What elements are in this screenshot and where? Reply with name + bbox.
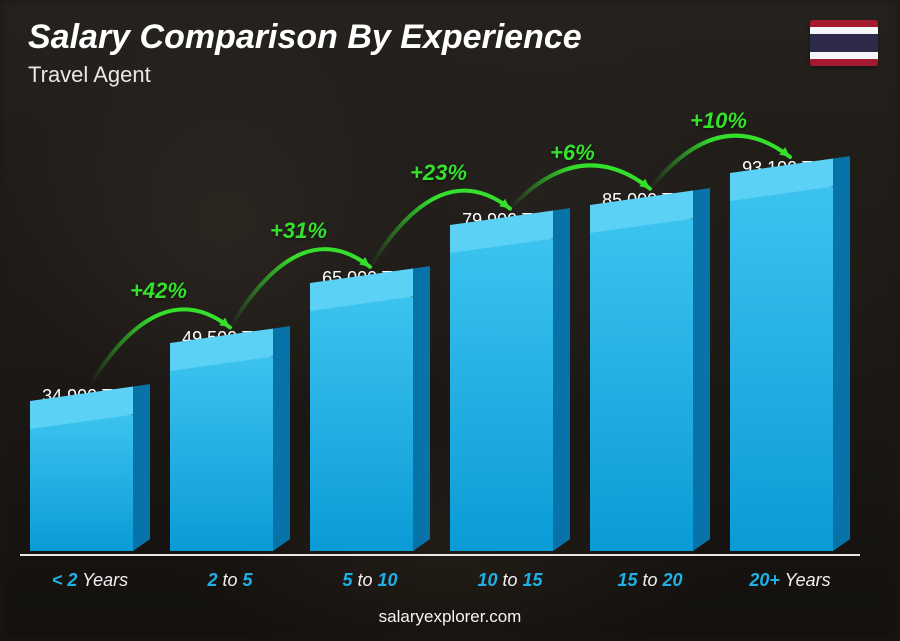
x-axis-labels: < 2 Years2 to 55 to 1010 to 1515 to 2020… xyxy=(30,570,850,591)
x-axis-label: 2 to 5 xyxy=(170,570,290,591)
x-label-accent: 2 xyxy=(207,570,217,590)
page-title: Salary Comparison By Experience xyxy=(28,18,582,57)
x-label-dim: Years xyxy=(780,570,831,590)
bar-column: 34,900 THB xyxy=(30,386,150,551)
x-label-accent: < 2 xyxy=(52,570,78,590)
x-axis-line xyxy=(20,554,860,556)
bar xyxy=(590,219,710,551)
x-label-accent: 10 xyxy=(477,570,497,590)
page-subtitle: Travel Agent xyxy=(28,62,151,88)
bar-front-face xyxy=(590,219,693,551)
x-label-accent: 15 xyxy=(617,570,637,590)
flag-stripe xyxy=(810,52,878,59)
x-label-accent: 20 xyxy=(663,570,683,590)
bar-column: 93,100 THB xyxy=(730,158,850,551)
source-attribution: salaryexplorer.com xyxy=(0,607,900,627)
bar-side-face xyxy=(413,277,430,551)
bar xyxy=(310,297,430,551)
x-label-accent: 5 xyxy=(342,570,352,590)
x-axis-label: 15 to 20 xyxy=(590,570,710,591)
bar-front-face xyxy=(450,239,553,551)
percent-increase-label: +6% xyxy=(550,140,595,166)
x-label-dim: to xyxy=(497,570,522,590)
x-label-dim: to xyxy=(217,570,242,590)
x-axis-label: 20+ Years xyxy=(730,570,850,591)
infographic-container: Salary Comparison By Experience Travel A… xyxy=(0,0,900,641)
bar xyxy=(450,239,570,551)
flag-thailand-icon xyxy=(810,20,878,66)
x-label-dim: Years xyxy=(77,570,128,590)
bar-front-face xyxy=(310,297,413,551)
flag-stripe xyxy=(810,20,878,27)
x-label-dim: to xyxy=(637,570,662,590)
bar-side-face xyxy=(553,219,570,551)
bar-side-face xyxy=(133,395,150,551)
bar-column: 65,000 THB xyxy=(310,268,430,551)
x-axis-label: 10 to 15 xyxy=(450,570,570,591)
percent-increase-label: +31% xyxy=(270,218,327,244)
bar-chart: 34,900 THB49,500 THB65,000 THB79,900 THB… xyxy=(30,110,850,551)
x-label-accent: 5 xyxy=(243,570,253,590)
bar-column: 49,500 THB xyxy=(170,328,290,551)
bar-front-face xyxy=(30,415,133,551)
x-label-accent: 20+ xyxy=(749,570,780,590)
flag-stripe xyxy=(810,34,878,52)
bar-side-face xyxy=(273,338,290,551)
percent-increase-label: +23% xyxy=(410,160,467,186)
flag-stripe xyxy=(810,59,878,66)
x-axis-label: < 2 Years xyxy=(30,570,150,591)
x-label-dim: to xyxy=(352,570,377,590)
bar-front-face xyxy=(730,187,833,551)
bar-side-face xyxy=(833,167,850,551)
flag-stripe xyxy=(810,27,878,34)
bar xyxy=(730,187,850,551)
x-label-accent: 15 xyxy=(523,570,543,590)
bar-front-face xyxy=(170,357,273,551)
bar-column: 85,000 THB xyxy=(590,190,710,551)
bar-column: 79,900 THB xyxy=(450,210,570,551)
bar xyxy=(30,415,150,551)
percent-increase-label: +42% xyxy=(130,278,187,304)
bar-side-face xyxy=(693,199,710,551)
percent-increase-label: +10% xyxy=(690,108,747,134)
x-label-accent: 10 xyxy=(378,570,398,590)
x-axis-label: 5 to 10 xyxy=(310,570,430,591)
bar xyxy=(170,357,290,551)
